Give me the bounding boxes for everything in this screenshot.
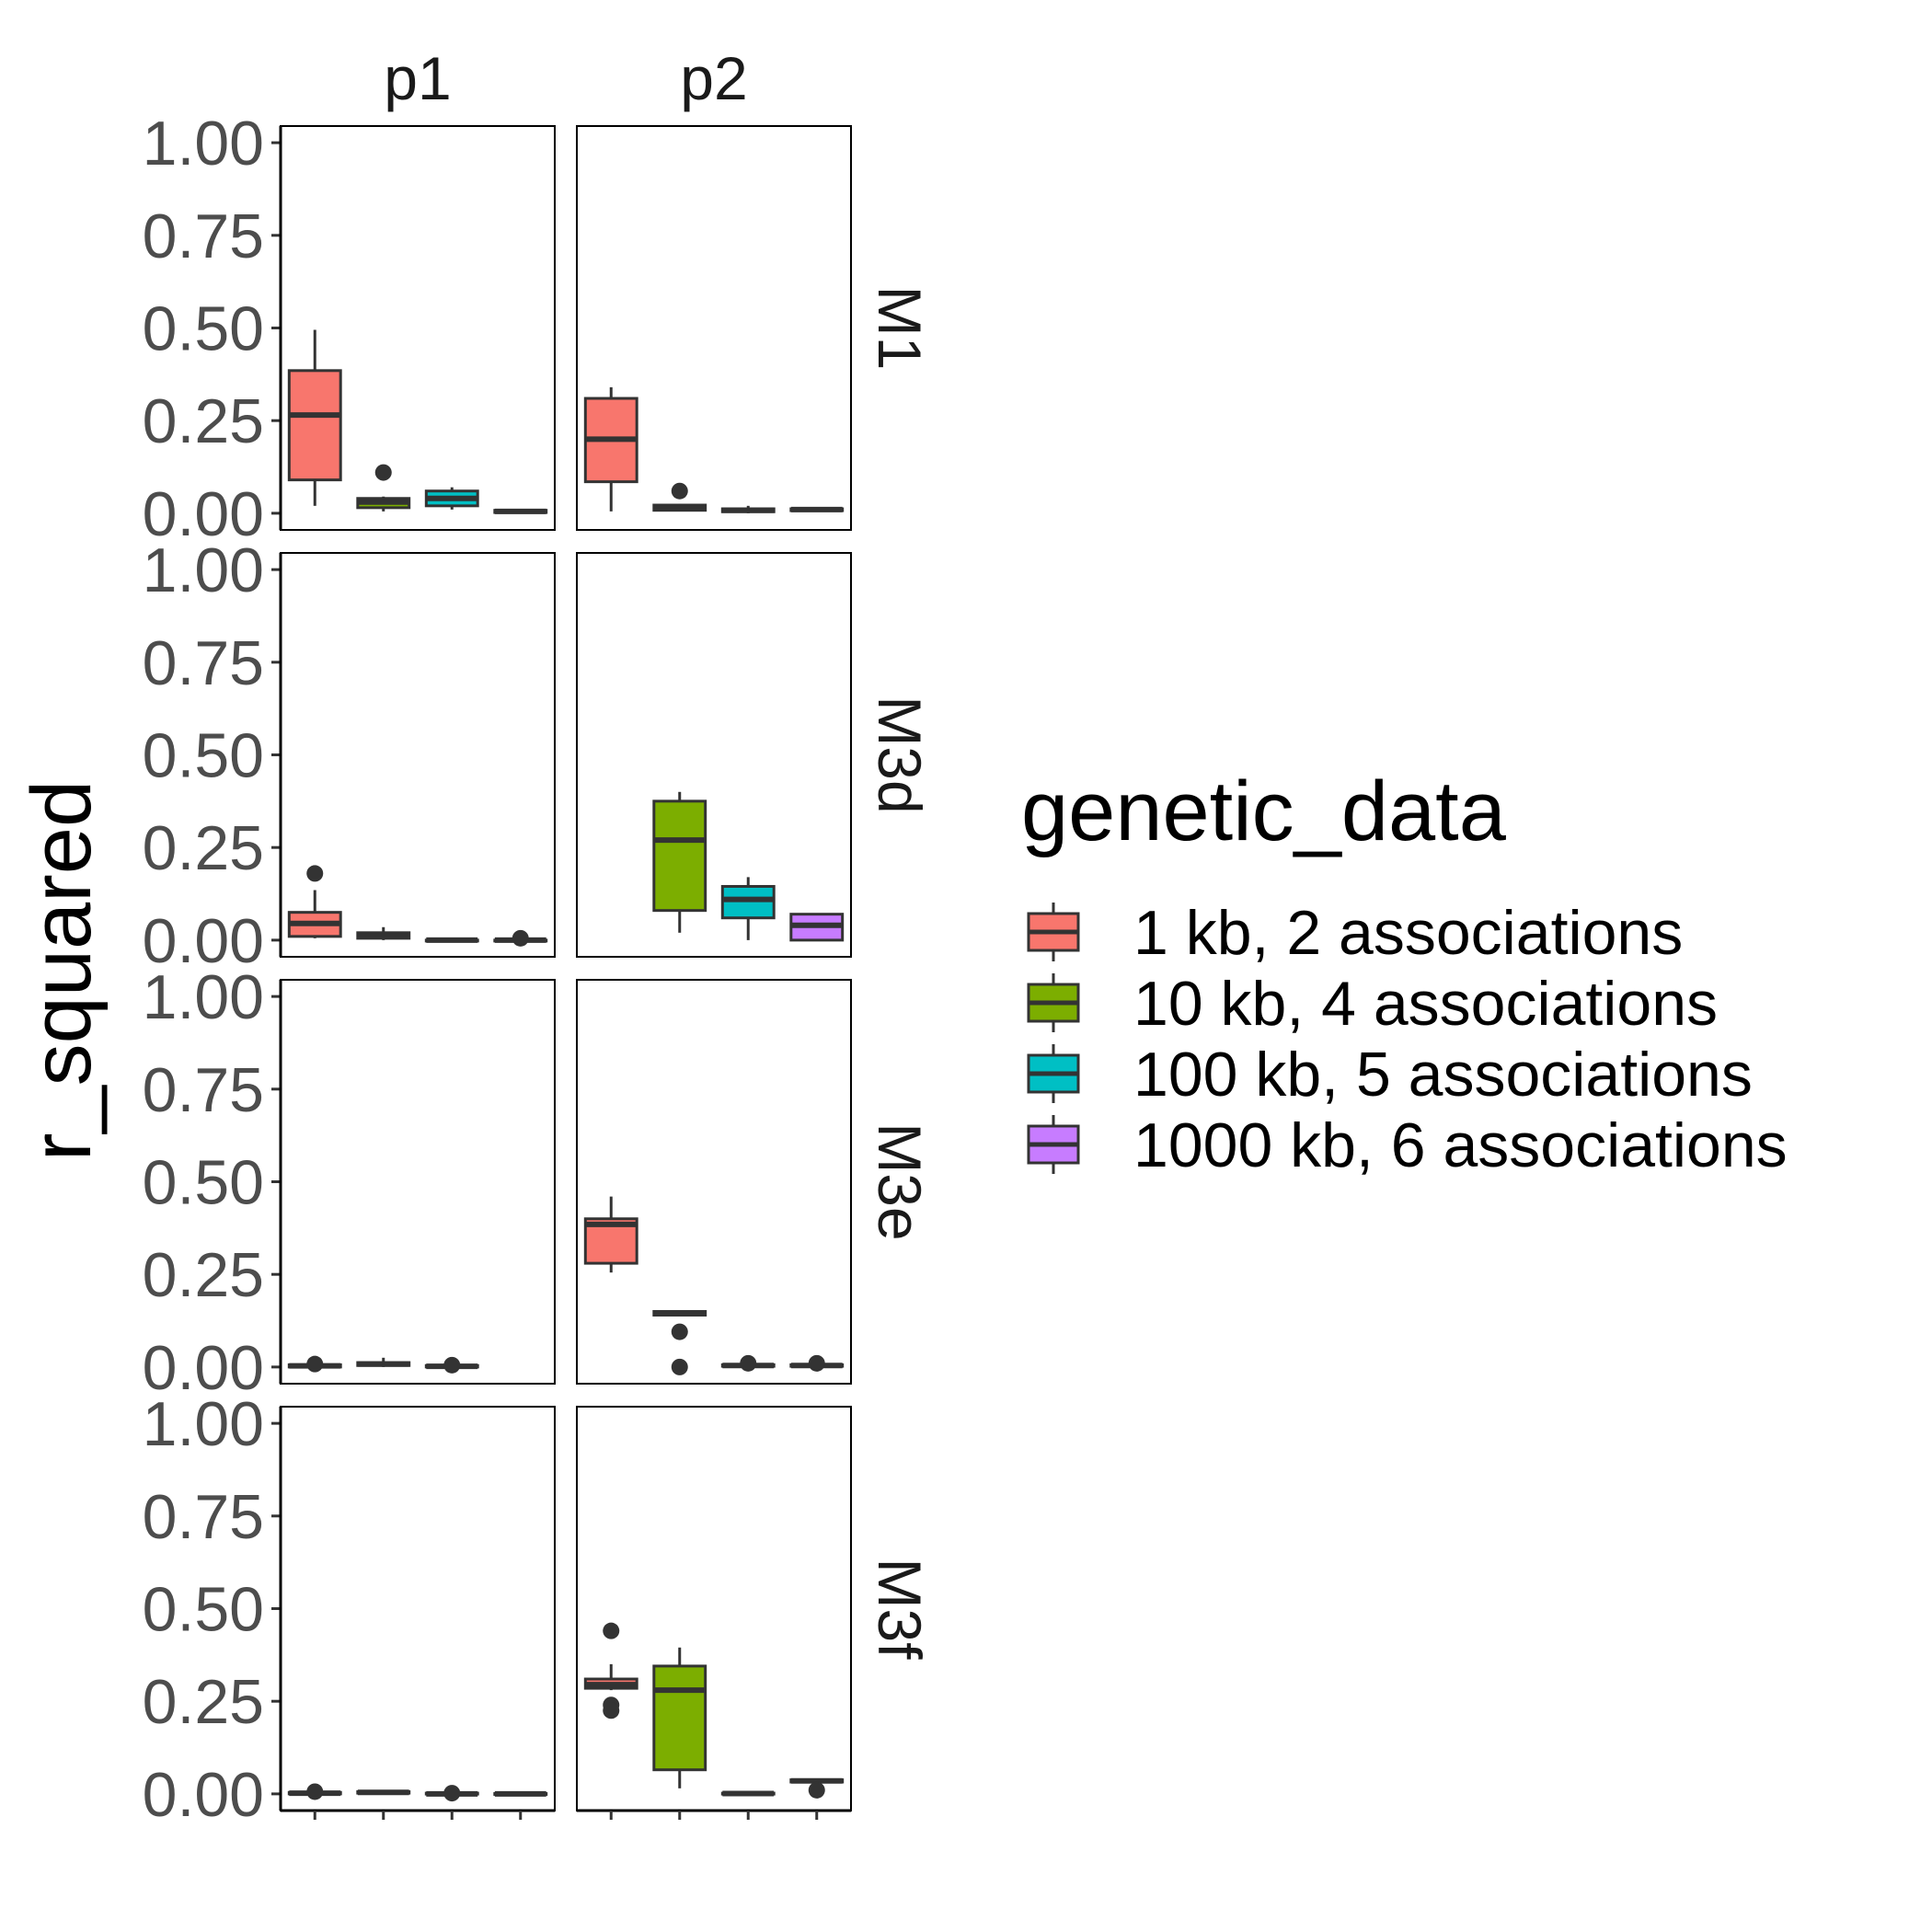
y-tick-label: 0.00 — [143, 1760, 264, 1830]
outlier-point — [512, 929, 529, 947]
outlier-point — [306, 1355, 324, 1373]
outlier-point — [603, 1622, 620, 1639]
legend-label: 100 kb, 5 associations — [1133, 1040, 1753, 1110]
box — [287, 369, 342, 482]
legend-title: genetic_data — [1021, 765, 1507, 858]
y-tick-label: 0.75 — [143, 1482, 264, 1552]
legend-label: 1 kb, 2 associations — [1133, 898, 1683, 968]
outlier-point — [306, 1783, 324, 1800]
panel-frame — [280, 1406, 556, 1811]
y-tick-label: 0.75 — [143, 1055, 264, 1125]
y-axis-title: r_squared — [15, 780, 109, 1161]
outlier-point — [443, 1356, 461, 1374]
panel-frame — [576, 979, 852, 1385]
y-tick-label: 0.25 — [143, 1667, 264, 1737]
outlier-point — [671, 482, 688, 500]
outlier-point — [740, 1354, 757, 1372]
outlier-point — [374, 464, 392, 481]
box — [720, 884, 776, 920]
row-strip-label: M1 — [866, 286, 934, 371]
y-tick-label: 1.00 — [143, 535, 264, 605]
outlier-point — [808, 1354, 825, 1372]
y-tick-label: 0.50 — [143, 1575, 264, 1645]
y-tick-label: 0.75 — [143, 201, 264, 271]
y-tick-label: 0.25 — [143, 813, 264, 883]
outlier-point — [306, 865, 324, 882]
panel-frame — [280, 979, 556, 1385]
y-tick-label: 0.00 — [143, 906, 264, 976]
y-tick-label: 0.50 — [143, 721, 264, 791]
y-tick-label: 0.25 — [143, 386, 264, 456]
panel-frame — [280, 552, 556, 958]
row-strip-label: M3d — [866, 696, 934, 813]
box — [652, 1664, 707, 1772]
outlier-point — [443, 1785, 461, 1802]
facet-panels: 0.00 0.25 0.50 0.75 1.00 M1 p1 p2 0.00 0.25 0.50 0.… — [143, 44, 934, 1830]
outlier-point — [808, 1781, 825, 1799]
panel-frame — [576, 1406, 852, 1811]
col-strip-label: p1 — [384, 44, 451, 112]
outlier-point — [603, 1702, 620, 1719]
y-tick-label: 1.00 — [143, 1389, 264, 1459]
legend-label: 1000 kb, 6 associations — [1133, 1110, 1788, 1180]
y-tick-label: 0.00 — [143, 1333, 264, 1403]
y-tick-label: 0.50 — [143, 294, 264, 364]
y-tick-label: 0.00 — [143, 479, 264, 549]
row-strip-label: M3f — [866, 1558, 934, 1660]
legend-label: 10 kb, 4 associations — [1133, 969, 1718, 1039]
panel-frame — [576, 552, 852, 958]
outlier-point — [671, 1323, 688, 1340]
y-tick-label: 1.00 — [143, 109, 264, 178]
y-tick-label: 0.50 — [143, 1148, 264, 1218]
y-tick-label: 1.00 — [143, 962, 264, 1032]
y-tick-label: 0.25 — [143, 1240, 264, 1310]
outlier-point — [671, 1358, 688, 1375]
box — [652, 799, 707, 913]
col-strip-label: p2 — [680, 44, 747, 112]
y-tick-label: 0.75 — [143, 628, 264, 698]
row-strip-label: M3e — [866, 1122, 934, 1240]
